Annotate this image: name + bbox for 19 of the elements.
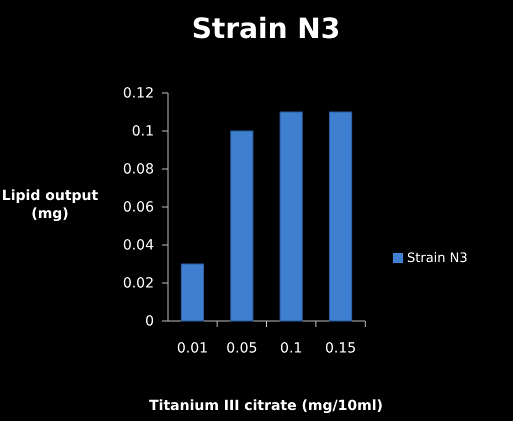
y-axis-title: Lipid output (mg) bbox=[2, 188, 98, 222]
x-tick-label: 0.01 bbox=[176, 340, 208, 356]
y-tick-label: 0.02 bbox=[122, 275, 154, 292]
y-tick-label: 0.08 bbox=[122, 161, 154, 178]
x-tick-label: 0.15 bbox=[324, 340, 356, 356]
x-tick-label: 0.05 bbox=[226, 340, 258, 356]
bar bbox=[328, 112, 352, 322]
legend-label: Strain N3 bbox=[407, 251, 468, 266]
bar bbox=[280, 112, 303, 322]
y-tick-label: 0 bbox=[145, 313, 154, 330]
bar bbox=[230, 130, 254, 322]
x-tick-label: 0.1 bbox=[280, 340, 302, 356]
y-tick-label: 0.06 bbox=[122, 199, 154, 216]
y-tick-label: 0.04 bbox=[122, 237, 154, 254]
bar bbox=[180, 264, 204, 322]
y-tick-label: 0.1 bbox=[132, 123, 154, 140]
y-tick-label: 0.12 bbox=[122, 85, 154, 102]
x-axis-title: Titanium III citrate (mg/10ml) bbox=[149, 398, 383, 414]
chart-title: Strain N3 bbox=[192, 12, 340, 45]
